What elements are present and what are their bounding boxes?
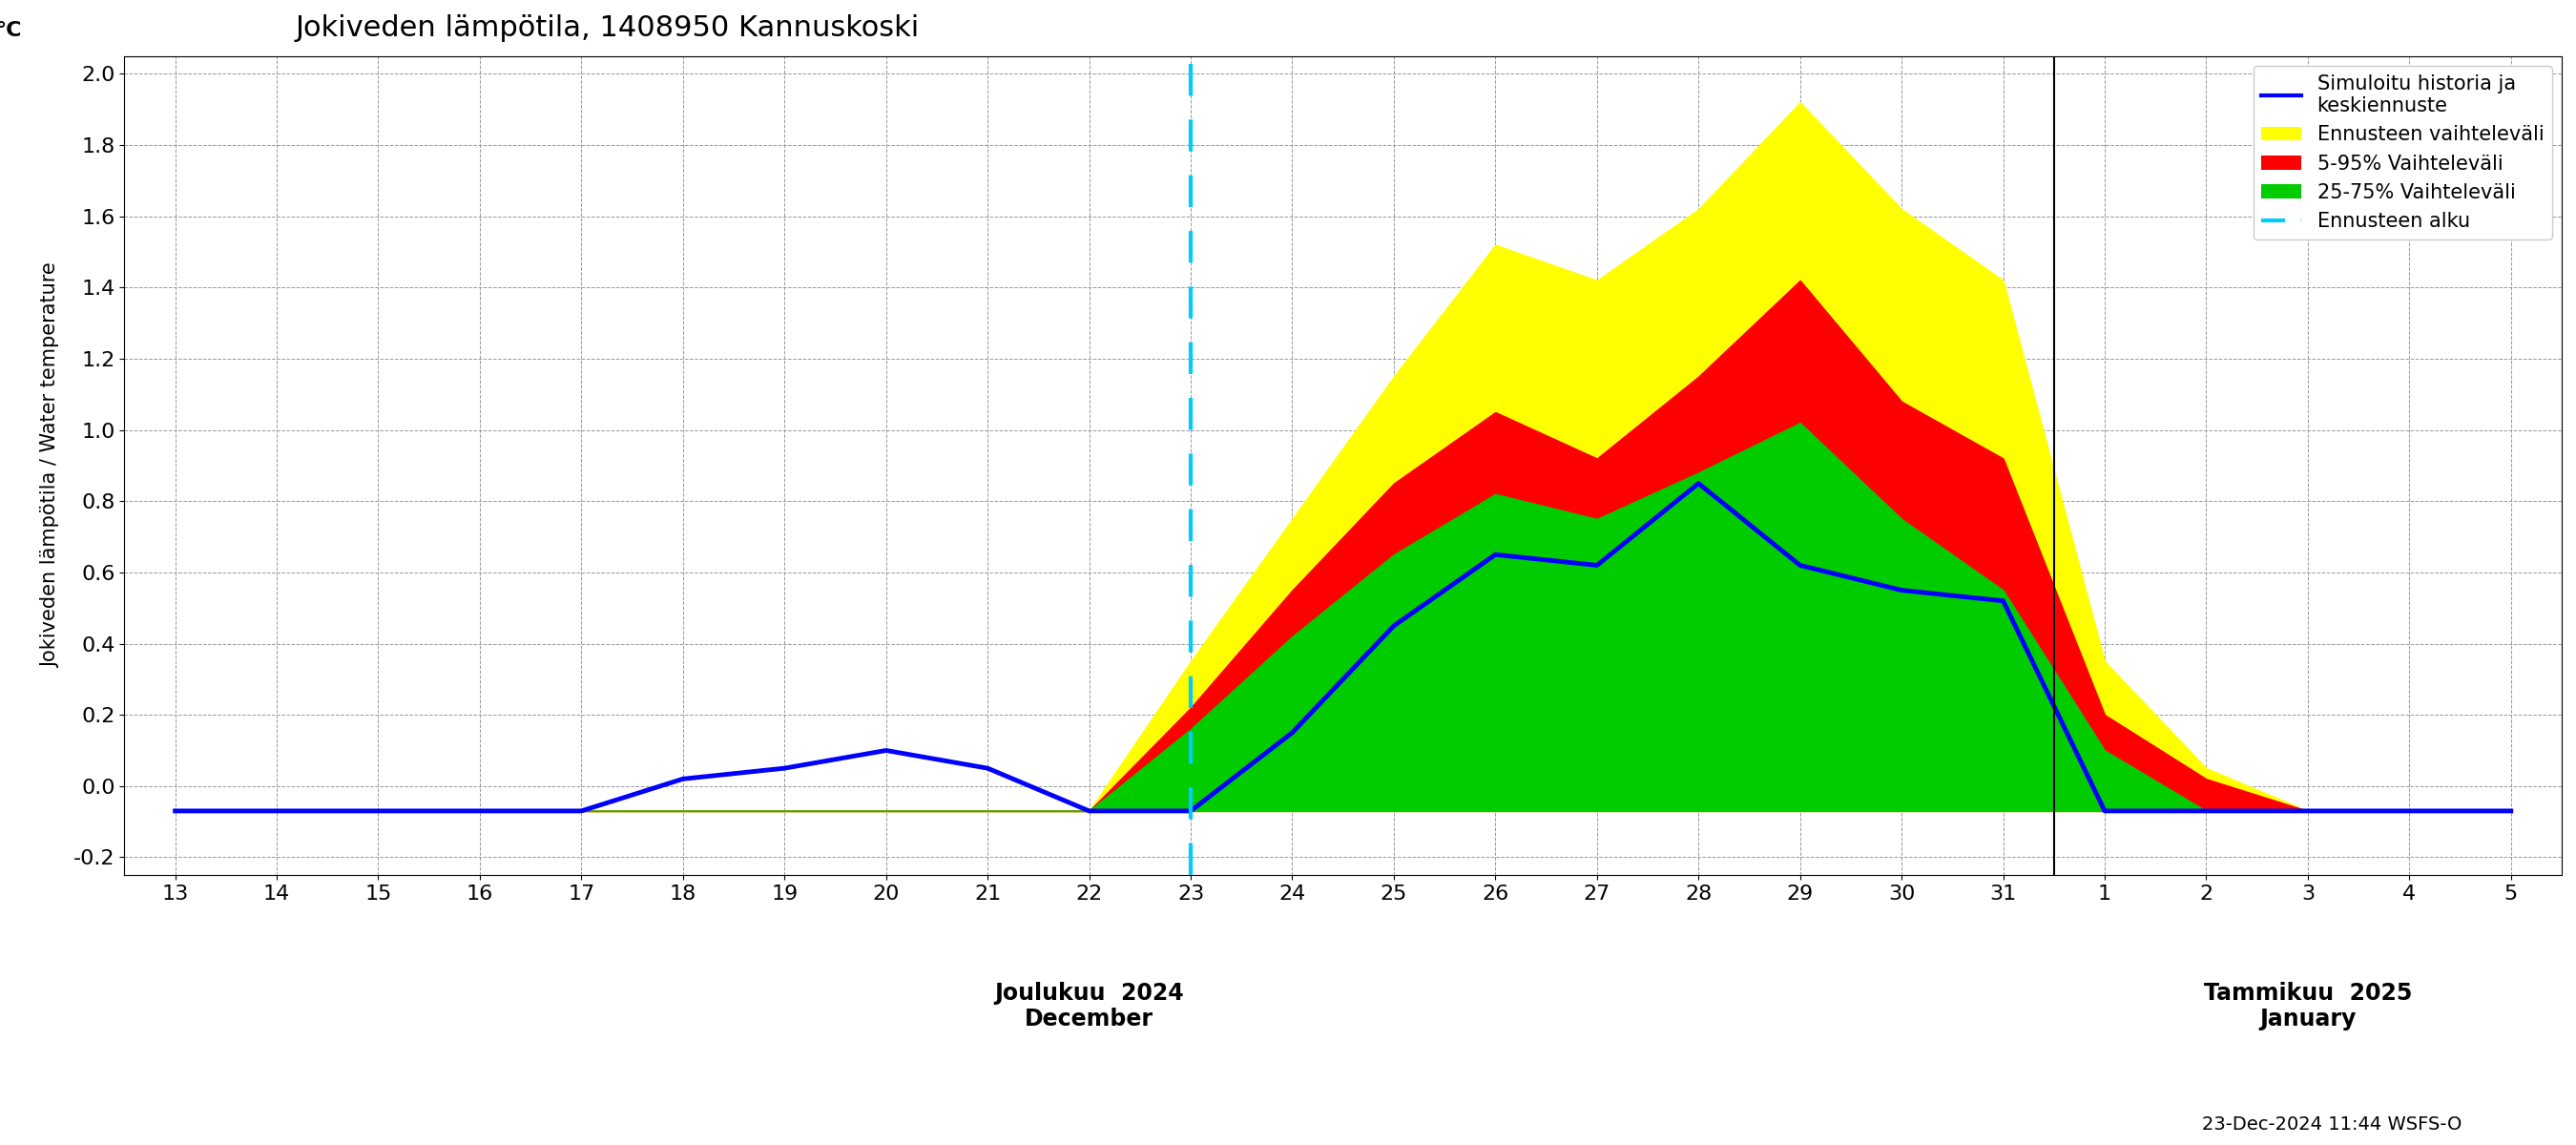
Text: 23-Dec-2024 11:44 WSFS-O: 23-Dec-2024 11:44 WSFS-O bbox=[2202, 1115, 2463, 1134]
Text: °C: °C bbox=[0, 21, 23, 40]
Y-axis label: Jokiveden lämpötila / Water temperature: Jokiveden lämpötila / Water temperature bbox=[41, 263, 59, 669]
Legend: Simuloitu historia ja
keskiennuste, Ennusteen vaihteleväli, 5-95% Vaihteleväli, : Simuloitu historia ja keskiennuste, Ennu… bbox=[2254, 66, 2553, 239]
Text: Tammikuu  2025
January: Tammikuu 2025 January bbox=[2202, 981, 2411, 1031]
Text: Jokiveden lämpötila, 1408950 Kannuskoski: Jokiveden lämpötila, 1408950 Kannuskoski bbox=[296, 14, 920, 42]
Text: Joulukuu  2024
December: Joulukuu 2024 December bbox=[994, 981, 1185, 1031]
